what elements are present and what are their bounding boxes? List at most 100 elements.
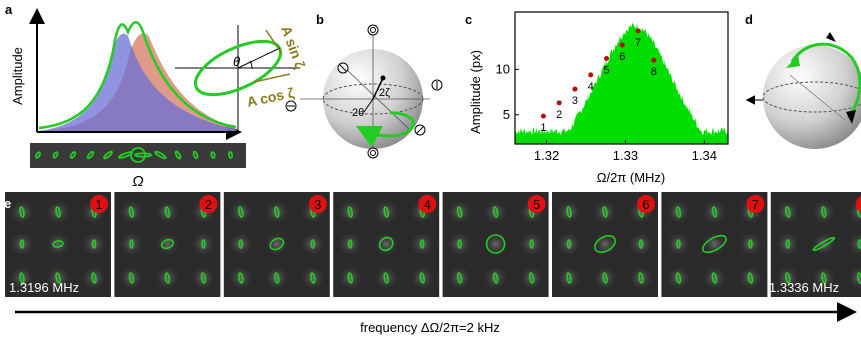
- mode-ellipse: [748, 239, 753, 249]
- a-sin-bracket: [265, 29, 283, 55]
- trap-spot: [592, 265, 618, 291]
- trap-spot: [774, 265, 801, 291]
- point-label: 6: [619, 51, 625, 63]
- trap-spot: [190, 265, 217, 291]
- mode-ellipse: [347, 272, 353, 284]
- trap-spot: [45, 265, 71, 291]
- trap-spot: [45, 231, 71, 257]
- mode-ellipse: [383, 272, 389, 284]
- trap-spot: [592, 231, 618, 257]
- camera-frame: 7: [661, 192, 768, 297]
- trap-spot: [810, 199, 837, 225]
- mode-ellipse: [274, 206, 280, 218]
- panel-label-c: c: [465, 12, 472, 27]
- trap-spot: [81, 265, 107, 291]
- mode-ellipse: [378, 236, 394, 252]
- mode-ellipse: [785, 239, 791, 249]
- trap-spot: [810, 265, 837, 291]
- strip-ellipse: [174, 150, 182, 160]
- point-label: 3: [572, 95, 578, 107]
- trajectory-arrow-b: [355, 111, 415, 148]
- trap-spot: [701, 231, 728, 257]
- trajectory-arc-d: [790, 42, 861, 119]
- camera-frame: 4: [333, 192, 440, 297]
- panel-label-a: a: [5, 2, 13, 17]
- trap-spot: [337, 265, 364, 291]
- mode-ellipse: [711, 206, 718, 218]
- trap-spot: [263, 199, 290, 225]
- mode-ellipse: [128, 272, 135, 284]
- panel-a: a Amplitude Ω θ A sin ζ A cos ζ: [5, 2, 308, 190]
- mode-ellipse: [747, 272, 754, 284]
- trap-spot: [556, 265, 582, 291]
- trap-spot: [9, 231, 35, 257]
- trap-spot: [263, 265, 290, 291]
- mode-ellipse: [238, 272, 244, 284]
- x-tick-label: 1.34: [692, 148, 717, 163]
- trap-spot: [9, 199, 35, 225]
- mode-ellipse: [857, 239, 861, 249]
- mode-ellipse: [456, 206, 463, 218]
- mode-ellipse: [19, 206, 25, 218]
- mode-ellipse: [91, 272, 97, 284]
- y-tick-label: 5: [503, 107, 510, 122]
- stokes-vector: [372, 77, 384, 100]
- mode-ellipse: [52, 240, 64, 248]
- data-point: [588, 72, 594, 78]
- trap-spot: [482, 265, 509, 291]
- panel-e: 1 2 3 4 5 6 78 e 1.3196 MHz 1.3336 MHz: [4, 192, 861, 297]
- mode-ellipse: [492, 206, 499, 218]
- mode-ellipse: [566, 239, 572, 249]
- frame-badge: [855, 195, 861, 213]
- strip-circle: [130, 147, 146, 163]
- mode-ellipse: [485, 234, 506, 254]
- amplitude-label: Amplitude: [10, 47, 25, 105]
- mode-ellipse: [164, 206, 171, 218]
- mode-ellipse: [310, 239, 316, 249]
- trap-spot: [118, 199, 145, 225]
- trap-spot: [409, 265, 436, 291]
- mode-ellipse: [676, 239, 681, 249]
- strip-ellipse: [210, 151, 216, 159]
- mode-ellipse: [638, 239, 644, 249]
- trap-spot: [665, 231, 692, 257]
- mode-ellipse: [701, 234, 727, 254]
- trap-spot: [737, 231, 764, 257]
- mode-ellipse: [602, 206, 608, 218]
- mode-ellipse: [129, 239, 134, 249]
- mode-ellipse: [566, 206, 572, 218]
- mode-ellipse: [457, 239, 462, 249]
- camera-frame: 6: [552, 192, 658, 297]
- trap-spot: [774, 199, 801, 225]
- trap-spot: [556, 231, 582, 257]
- inset-major-axis: [237, 47, 281, 69]
- strip-ellipse: [35, 151, 41, 159]
- a-cos-bracket: [253, 73, 291, 83]
- trap-spot: [810, 231, 837, 257]
- camera-frame: 1: [5, 192, 111, 297]
- data-point: [540, 113, 546, 119]
- frame-badge: [527, 195, 546, 213]
- point-label: 5: [603, 65, 609, 77]
- trap-spot: [81, 231, 107, 257]
- x-tick-label: 1.33: [613, 148, 638, 163]
- trap-spot: [299, 231, 326, 257]
- mode-ellipse: [55, 206, 61, 218]
- strip-ellipse: [134, 152, 152, 158]
- frame-badge-label: 3: [314, 197, 321, 212]
- last-frame-label: 1.3336 MHz: [769, 280, 839, 295]
- trap-spot: [227, 199, 254, 225]
- frame-badge-label: 7: [752, 197, 759, 212]
- point-label: 2: [556, 109, 562, 121]
- frame-badge-label: 2: [205, 197, 212, 212]
- panel-label-b: b: [316, 12, 324, 27]
- lorentzian-blue: [39, 33, 236, 132]
- data-point: [556, 100, 562, 106]
- omega-label: Ω: [132, 173, 143, 190]
- strip-ellipse: [192, 150, 199, 160]
- frame-badge: [746, 195, 765, 213]
- strip-ellipse: [227, 151, 234, 159]
- strip-ellipse: [103, 150, 113, 160]
- trap-spot: [592, 199, 618, 225]
